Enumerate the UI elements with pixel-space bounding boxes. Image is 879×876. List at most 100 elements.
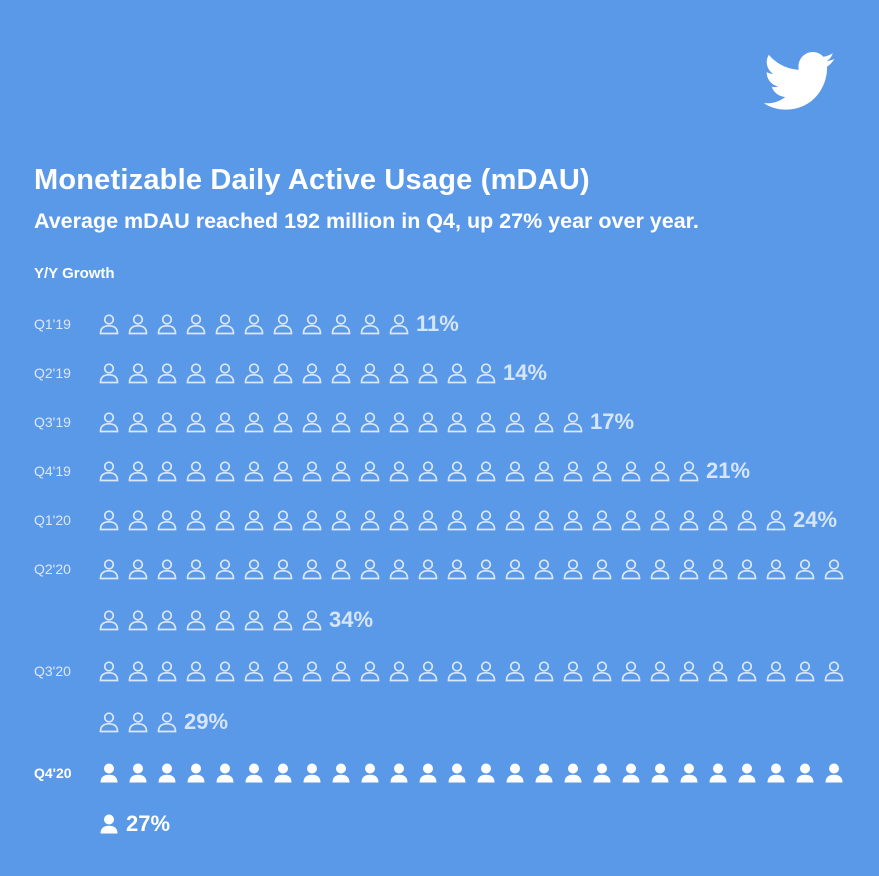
person-icon <box>679 510 699 531</box>
person-icon <box>389 661 409 682</box>
person-icon <box>389 314 409 335</box>
person-icon <box>100 814 118 834</box>
person-icon <box>593 763 611 783</box>
category-label: Q3'19 <box>34 414 71 430</box>
person-icon <box>476 461 496 482</box>
person-icon <box>157 363 177 384</box>
category-label: Q4'19 <box>34 463 71 479</box>
person-icon <box>534 412 554 433</box>
person-icon <box>99 559 119 580</box>
person-icon <box>448 763 466 783</box>
person-icon <box>418 510 438 531</box>
person-icon <box>824 661 844 682</box>
person-icon <box>128 363 148 384</box>
person-icon <box>215 661 235 682</box>
person-icon <box>477 763 495 783</box>
person-icon <box>679 661 699 682</box>
person-icon <box>129 763 147 783</box>
person-icon <box>505 461 525 482</box>
person-icon <box>418 363 438 384</box>
person-icon <box>244 510 264 531</box>
person-icon <box>273 610 293 631</box>
person-icon <box>302 559 322 580</box>
person-icon <box>187 763 205 783</box>
person-icon <box>186 412 206 433</box>
person-icon <box>360 510 380 531</box>
person-icon <box>680 763 698 783</box>
person-icon <box>824 559 844 580</box>
y-axis-label: Y/Y Growth <box>34 265 115 282</box>
person-icon <box>534 510 554 531</box>
person-icon <box>302 314 322 335</box>
twitter-bird-icon <box>764 52 835 110</box>
person-icon <box>476 559 496 580</box>
person-icon <box>186 661 206 682</box>
person-icon <box>389 412 409 433</box>
person-icon <box>447 461 467 482</box>
category-label: Q4'20 <box>34 765 72 781</box>
person-icon <box>563 461 583 482</box>
person-icon <box>766 510 786 531</box>
person-icon <box>273 363 293 384</box>
person-icon <box>389 461 409 482</box>
person-icon <box>621 661 641 682</box>
person-icon <box>244 610 264 631</box>
person-icon <box>418 412 438 433</box>
person-icon <box>157 412 177 433</box>
person-icon <box>535 763 553 783</box>
person-icon <box>216 763 234 783</box>
value-label: 14% <box>503 360 548 385</box>
person-icon <box>767 763 785 783</box>
value-label: 21% <box>706 458 751 483</box>
person-icon <box>244 314 264 335</box>
person-icon <box>186 363 206 384</box>
person-icon <box>331 314 351 335</box>
value-label: 11% <box>416 311 459 336</box>
person-icon <box>302 461 322 482</box>
person-icon <box>651 763 669 783</box>
value-label: 34% <box>329 607 374 632</box>
person-icon <box>592 510 612 531</box>
person-icon <box>273 314 293 335</box>
person-icon <box>274 763 292 783</box>
person-icon <box>331 461 351 482</box>
person-icon <box>506 763 524 783</box>
person-icon <box>215 412 235 433</box>
person-icon <box>389 559 409 580</box>
person-icon <box>128 412 148 433</box>
person-icon <box>418 559 438 580</box>
person-icon <box>186 461 206 482</box>
person-icon <box>244 559 264 580</box>
person-icon <box>128 461 148 482</box>
person-icon <box>273 412 293 433</box>
person-icon <box>360 314 380 335</box>
person-icon <box>708 559 728 580</box>
person-icon <box>592 559 612 580</box>
person-icon <box>273 510 293 531</box>
person-icon <box>679 461 699 482</box>
category-label: Q2'20 <box>34 561 71 577</box>
person-icon <box>737 559 757 580</box>
person-icon <box>332 763 350 783</box>
person-icon <box>244 412 264 433</box>
person-icon <box>244 363 264 384</box>
person-icon <box>244 661 264 682</box>
person-icon <box>534 461 554 482</box>
category-label: Q1'19 <box>34 316 71 332</box>
person-icon <box>128 314 148 335</box>
person-icon <box>447 559 467 580</box>
person-icon <box>795 661 815 682</box>
value-label: 27% <box>126 811 171 836</box>
person-icon <box>360 461 380 482</box>
person-icon <box>331 510 351 531</box>
person-icon <box>158 763 176 783</box>
person-icon <box>186 610 206 631</box>
person-icon <box>303 763 321 783</box>
person-icon <box>534 559 554 580</box>
category-label: Q1'20 <box>34 512 71 528</box>
person-icon <box>245 763 263 783</box>
person-icon <box>708 661 728 682</box>
person-icon <box>215 510 235 531</box>
person-icon <box>215 461 235 482</box>
person-icon <box>389 363 409 384</box>
